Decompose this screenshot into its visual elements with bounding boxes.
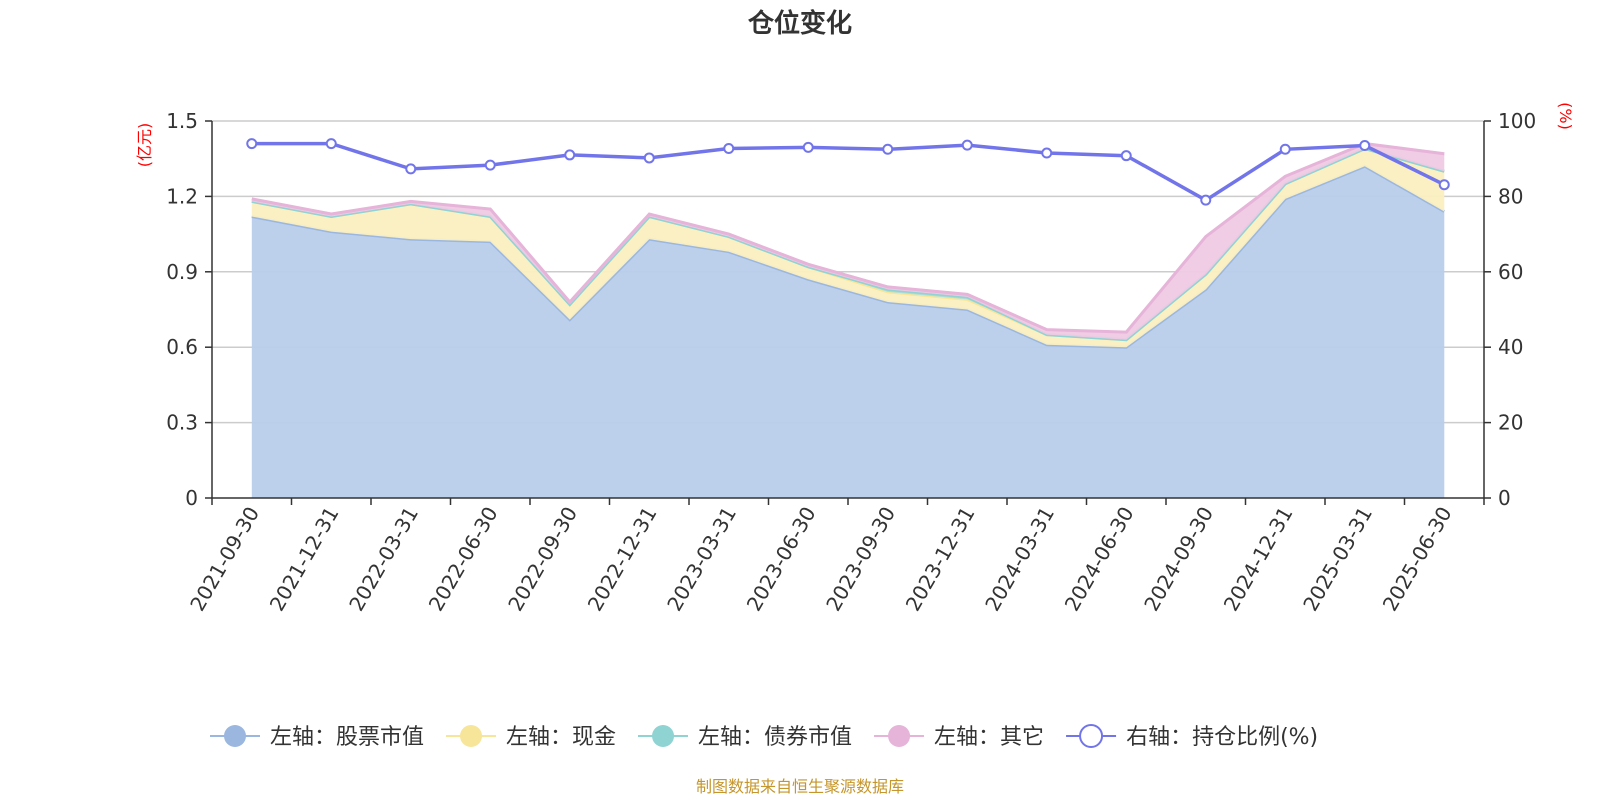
legend-label: 左轴：股票市值 [270,725,424,750]
holding-ratio-point [1359,140,1371,152]
area-edge-area-e6b3d9 [251,142,1445,334]
area-fill-area-9bb7e0 [251,166,1445,498]
legend-marker [460,725,483,747]
right-axis-unit: (%) [1556,102,1575,130]
area-fill-area-e6b3d9 [251,143,1445,340]
x-tick-label: 2022-12-31 [583,503,662,616]
left-tick-label: 1.5 [166,109,198,133]
right-tick-label: 60 [1498,260,1523,284]
right-tick-label: 40 [1498,335,1523,359]
holding-ratio-point [1279,143,1291,155]
chart-title: 仓位变化 [747,8,852,39]
x-tick-label: 2021-09-30 [185,503,264,616]
right-tick-label: 100 [1498,109,1536,133]
holding-ratio-point [723,143,735,155]
legend-label: 左轴：债券市值 [698,725,852,750]
holding-ratio-point [643,152,655,164]
source-note: 制图数据来自恒生聚源数据库 [696,777,904,796]
legend-label: 右轴：持仓比例(%) [1126,725,1318,750]
x-tick-label: 2021-12-31 [265,503,344,616]
holding-ratio-point [1438,179,1450,191]
left-axis-unit: (亿元) [135,123,154,168]
legend-marker [224,725,246,747]
holding-ratio-point [1041,147,1053,159]
x-tick-label: 2023-03-31 [662,503,741,616]
x-tick-label: 2022-09-30 [503,503,582,616]
legend-marker [652,725,675,747]
legend-label: 左轴：现金 [506,725,616,750]
holding-ratio-point [564,149,576,161]
holding-ratio-point [484,159,496,171]
legend-label: 左轴：其它 [934,725,1044,750]
right-tick-label: 20 [1498,411,1523,435]
holding-ratio-point [246,138,258,150]
left-tick-label: 0.9 [166,260,198,284]
legend-marker [888,725,911,747]
x-tick-label: 2025-06-30 [1378,503,1457,616]
x-tick-label: 2023-06-30 [742,503,821,616]
holding-ratio-point [802,141,814,153]
left-tick-label: 1.2 [166,184,198,208]
x-tick-label: 2023-09-30 [821,503,900,616]
holding-ratio-path [251,141,1446,203]
stacked-areas [251,142,1446,498]
holding-ratio-point [1200,194,1212,206]
left-tick-label: 0.3 [166,411,198,435]
holding-ratio-point [961,139,973,151]
holding-ratio-point [405,163,417,175]
x-tick-label: 2024-09-30 [1139,503,1218,616]
right-tick-label: 0 [1498,486,1511,510]
holding-ratio-point [1120,150,1132,162]
legend-marker [1079,724,1104,748]
left-tick-label: 0 [185,486,198,510]
x-tick-label: 2024-06-30 [1060,503,1139,616]
left-tick-label: 0.6 [166,335,198,359]
holding-ratio-line [246,138,1450,206]
x-tick-label: 2024-12-31 [1219,503,1298,616]
right-tick-label: 80 [1498,184,1523,208]
holding-ratio-point [325,138,337,150]
holding-ratio-point [882,143,894,155]
x-tick-label: 2022-03-31 [344,503,423,616]
x-tick-label: 2025-03-31 [1298,503,1377,616]
area-fill-area-f7e59a [251,148,1445,348]
x-tick-label: 2023-12-31 [901,503,980,616]
legend: 左轴：股票市值 左轴：现金 左轴：债券市值 左轴：其它 右轴：持仓比例(%) [210,724,1318,750]
x-tick-label: 2022-06-30 [424,503,503,616]
x-tick-label: 2024-03-31 [980,503,1059,616]
